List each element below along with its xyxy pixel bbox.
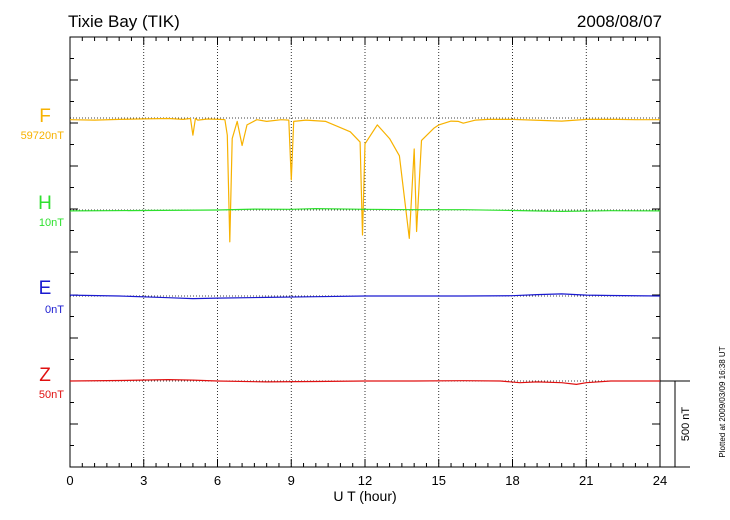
series-baseline-h: 10nT — [39, 217, 64, 229]
plot-frame — [69, 36, 661, 468]
axis-ticks — [69, 36, 661, 468]
scale-bar-label: 500 nT — [680, 407, 692, 442]
series-labels: F 59720nT H 10nT E 0nT Z 50nT — [21, 106, 65, 401]
x-tick-labels: 0 3 6 9 12 15 18 21 24 — [66, 473, 667, 488]
series-baseline-f: 59720nT — [21, 130, 65, 142]
x-tick-label: 6 — [214, 473, 221, 488]
series-baseline-z: 50nT — [39, 389, 64, 401]
grid — [70, 37, 660, 467]
x-tick-label: 0 — [66, 473, 73, 488]
series-line-e — [69, 293, 661, 300]
series-line-f — [69, 117, 660, 243]
series-name-h: H — [38, 193, 52, 214]
x-tick-label: 3 — [140, 473, 147, 488]
series-name-z: Z — [39, 365, 51, 386]
x-tick-label: 24 — [653, 473, 667, 488]
x-tick-label: 15 — [432, 473, 446, 488]
series-line-z — [69, 379, 660, 385]
series-group — [69, 117, 661, 385]
x-tick-label: 9 — [288, 473, 295, 488]
series-name-e: E — [39, 278, 52, 299]
series-baseline-e: 0nT — [45, 304, 64, 316]
x-axis-label: U T (hour) — [333, 488, 396, 504]
chart-date: 2008/08/07 — [577, 12, 662, 31]
x-tick-label: 12 — [358, 473, 372, 488]
series-line-h — [69, 208, 661, 212]
plot-timestamp: Plotted at 2009/03/09 16:38 UT — [718, 346, 727, 457]
scale-bar: 500 nT — [660, 380, 692, 468]
x-tick-label: 18 — [505, 473, 519, 488]
chart-title: Tixie Bay (TIK) — [68, 12, 180, 31]
x-tick-label: 21 — [579, 473, 593, 488]
series-name-f: F — [39, 106, 51, 127]
